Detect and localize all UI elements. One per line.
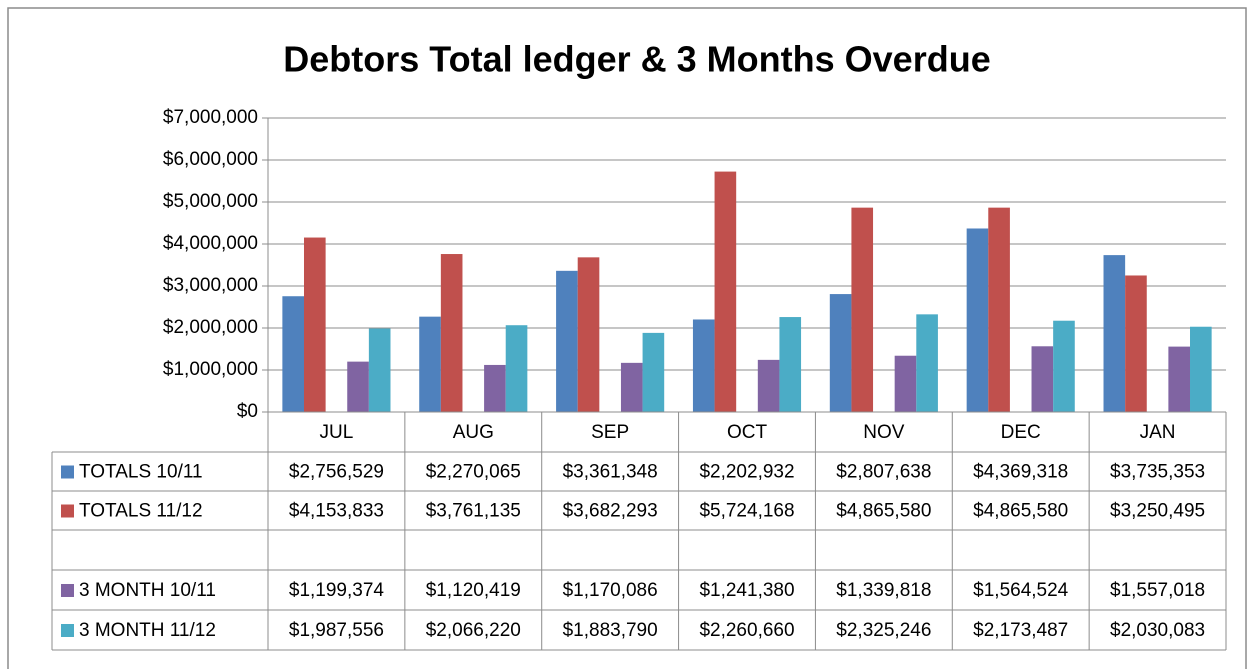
x-tick-label: JUL bbox=[320, 422, 354, 443]
table-value: $1,339,818 bbox=[836, 580, 931, 601]
table-value: $3,250,495 bbox=[1110, 501, 1205, 522]
bar bbox=[988, 207, 1010, 412]
bar bbox=[484, 364, 506, 412]
legend-key bbox=[61, 584, 74, 597]
x-tick-label: NOV bbox=[863, 422, 905, 443]
table-value: $4,865,580 bbox=[973, 501, 1068, 522]
legend-label: 3 MONTH 10/11 bbox=[79, 580, 216, 601]
bar bbox=[282, 296, 304, 412]
legend-label: TOTALS 10/11 bbox=[79, 462, 203, 483]
bar bbox=[966, 228, 989, 412]
table-value: $1,883,790 bbox=[563, 620, 658, 641]
bar bbox=[916, 314, 938, 412]
x-tick-label: OCT bbox=[727, 422, 768, 443]
legend-label: 3 MONTH 11/12 bbox=[79, 620, 216, 641]
bar bbox=[1168, 346, 1191, 412]
table-value: $2,173,487 bbox=[973, 620, 1068, 641]
table-value: $2,756,529 bbox=[289, 462, 384, 483]
table-value: $1,987,556 bbox=[289, 620, 384, 641]
bar bbox=[779, 317, 802, 412]
table-value: $2,066,220 bbox=[426, 620, 521, 641]
y-tick-label: $1,000,000 bbox=[163, 359, 258, 380]
table-value: $1,170,086 bbox=[563, 580, 658, 601]
bar bbox=[894, 355, 917, 412]
x-tick-label: SEP bbox=[591, 422, 629, 443]
x-tick-label: JAN bbox=[1140, 422, 1176, 443]
bar bbox=[577, 257, 600, 412]
table-value: $3,761,135 bbox=[426, 501, 521, 522]
bar bbox=[642, 332, 665, 412]
y-tick-label: $7,000,000 bbox=[163, 107, 258, 128]
table-value: $1,241,380 bbox=[699, 580, 794, 601]
y-tick-label: $2,000,000 bbox=[163, 317, 258, 338]
bar bbox=[347, 361, 369, 412]
table-value: $2,260,660 bbox=[699, 620, 794, 641]
table-value: $3,682,293 bbox=[563, 501, 658, 522]
table-value: $4,865,580 bbox=[836, 501, 931, 522]
x-tick-label: DEC bbox=[1001, 422, 1041, 443]
table-value: $2,325,246 bbox=[836, 620, 931, 641]
bar bbox=[368, 328, 391, 412]
bar bbox=[1053, 320, 1075, 412]
table-value: $2,202,932 bbox=[699, 462, 794, 483]
bar bbox=[714, 171, 737, 412]
bar bbox=[1031, 346, 1054, 412]
y-tick-label: $6,000,000 bbox=[163, 149, 258, 170]
bar bbox=[1103, 255, 1126, 412]
legend-key bbox=[61, 465, 74, 479]
table-value: $5,724,168 bbox=[699, 501, 794, 522]
bar bbox=[692, 319, 715, 412]
y-tick-label: $5,000,000 bbox=[163, 191, 258, 212]
table-value: $1,564,524 bbox=[973, 580, 1069, 601]
x-tick-label: AUG bbox=[453, 422, 494, 443]
legend-key bbox=[61, 624, 74, 637]
table-value: $2,270,065 bbox=[426, 462, 521, 483]
table-value: $1,120,419 bbox=[426, 580, 521, 601]
y-tick-label: $0 bbox=[237, 401, 258, 422]
bar bbox=[829, 294, 852, 412]
table-value: $3,361,348 bbox=[563, 462, 658, 483]
table-value: $4,153,833 bbox=[289, 501, 384, 522]
bar bbox=[556, 270, 578, 412]
bar bbox=[1190, 326, 1212, 412]
y-tick-label: $4,000,000 bbox=[163, 233, 258, 254]
table-value: $4,369,318 bbox=[973, 462, 1068, 483]
bar bbox=[505, 325, 528, 412]
table-value: $1,199,374 bbox=[289, 580, 385, 601]
chart-title: Debtors Total ledger & 3 Months Overdue bbox=[283, 39, 990, 80]
legend-label: TOTALS 11/12 bbox=[79, 501, 203, 522]
bar bbox=[757, 359, 780, 412]
legend-key bbox=[61, 504, 74, 518]
table-value: $2,807,638 bbox=[836, 462, 931, 483]
bar bbox=[851, 207, 874, 412]
bar bbox=[1125, 275, 1147, 412]
table-value: $3,735,353 bbox=[1110, 462, 1205, 483]
bar bbox=[303, 237, 326, 412]
bar bbox=[620, 362, 643, 412]
table-value: $1,557,018 bbox=[1110, 580, 1205, 601]
bar bbox=[440, 254, 463, 412]
bar bbox=[419, 316, 441, 412]
table-value: $2,030,083 bbox=[1110, 620, 1205, 641]
y-tick-label: $3,000,000 bbox=[163, 275, 258, 296]
